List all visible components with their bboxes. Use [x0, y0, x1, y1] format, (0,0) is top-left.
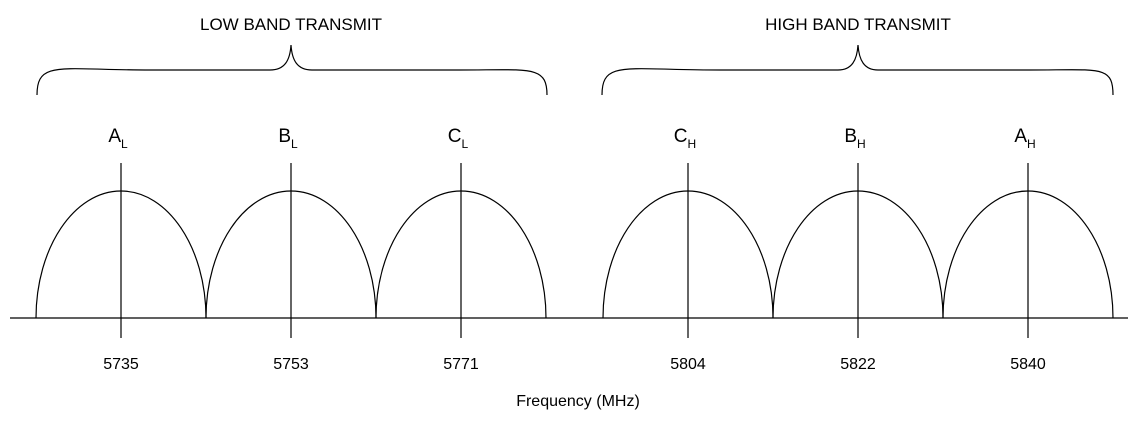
channel-letter: B [844, 126, 857, 147]
low-band-brace [36, 44, 548, 96]
channel-label: CL [448, 126, 469, 151]
frequency-label: 5753 [273, 356, 309, 373]
low-band-title: LOW BAND TRANSMIT [200, 15, 382, 34]
frequency-label: 5735 [103, 356, 139, 373]
channel-subscript: H [688, 137, 697, 151]
channel-subscript: L [462, 137, 469, 151]
frequency-label: 5804 [670, 356, 706, 373]
high-band-brace [601, 44, 1114, 96]
channel-subscript: L [121, 137, 128, 151]
axis-title: Frequency (MHz) [516, 393, 640, 410]
channel-label: AH [1014, 126, 1035, 151]
channel-subscript: H [1027, 137, 1036, 151]
frequency-label: 5771 [443, 356, 479, 373]
channel-letter: C [448, 126, 462, 147]
channel-label: AL [108, 126, 128, 151]
channel-subscript: L [291, 137, 298, 151]
channel-letter: B [278, 126, 291, 147]
channel-label: BH [844, 126, 865, 151]
frequency-label: 5822 [840, 356, 876, 373]
channel-subscript: H [857, 137, 866, 151]
channel-label: CH [674, 126, 696, 151]
high-band-title: HIGH BAND TRANSMIT [765, 15, 951, 34]
channel-letter: C [674, 126, 688, 147]
channel-letter: A [108, 126, 121, 147]
frequency-label: 5840 [1010, 356, 1046, 373]
channel-letter: A [1014, 126, 1027, 147]
channel-label: BL [278, 126, 298, 151]
